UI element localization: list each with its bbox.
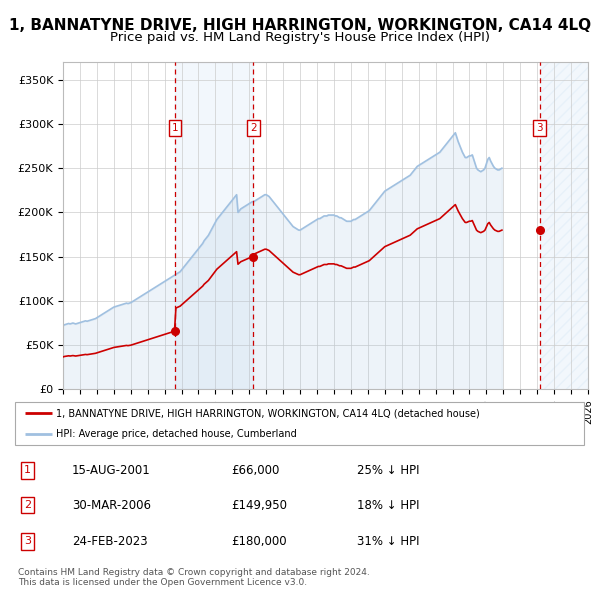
Text: 25% ↓ HPI: 25% ↓ HPI	[357, 464, 419, 477]
Bar	[175, 62, 253, 389]
Text: 31% ↓ HPI: 31% ↓ HPI	[357, 535, 419, 548]
Text: £66,000: £66,000	[232, 464, 280, 477]
Text: 30-MAR-2006: 30-MAR-2006	[72, 499, 151, 512]
Text: 1: 1	[172, 123, 179, 133]
Text: 2: 2	[250, 123, 257, 133]
Text: This data is licensed under the Open Government Licence v3.0.: This data is licensed under the Open Gov…	[18, 578, 307, 587]
Text: HPI: Average price, detached house, Cumberland: HPI: Average price, detached house, Cumb…	[56, 430, 297, 440]
Text: 1, BANNATYNE DRIVE, HIGH HARRINGTON, WORKINGTON, CA14 4LQ: 1, BANNATYNE DRIVE, HIGH HARRINGTON, WOR…	[9, 18, 591, 33]
Text: 1: 1	[24, 466, 31, 475]
Text: 3: 3	[24, 536, 31, 546]
Text: 18% ↓ HPI: 18% ↓ HPI	[357, 499, 419, 512]
Text: £149,950: £149,950	[232, 499, 287, 512]
Text: Contains HM Land Registry data © Crown copyright and database right 2024.: Contains HM Land Registry data © Crown c…	[18, 568, 370, 577]
Text: 1, BANNATYNE DRIVE, HIGH HARRINGTON, WORKINGTON, CA14 4LQ (detached house): 1, BANNATYNE DRIVE, HIGH HARRINGTON, WOR…	[56, 408, 480, 418]
Text: 2: 2	[24, 500, 31, 510]
Text: Price paid vs. HM Land Registry's House Price Index (HPI): Price paid vs. HM Land Registry's House …	[110, 31, 490, 44]
Text: 15-AUG-2001: 15-AUG-2001	[72, 464, 151, 477]
Bar	[539, 62, 596, 389]
Text: 24-FEB-2023: 24-FEB-2023	[72, 535, 148, 548]
FancyBboxPatch shape	[15, 402, 584, 445]
Text: £180,000: £180,000	[232, 535, 287, 548]
Text: 3: 3	[536, 123, 543, 133]
